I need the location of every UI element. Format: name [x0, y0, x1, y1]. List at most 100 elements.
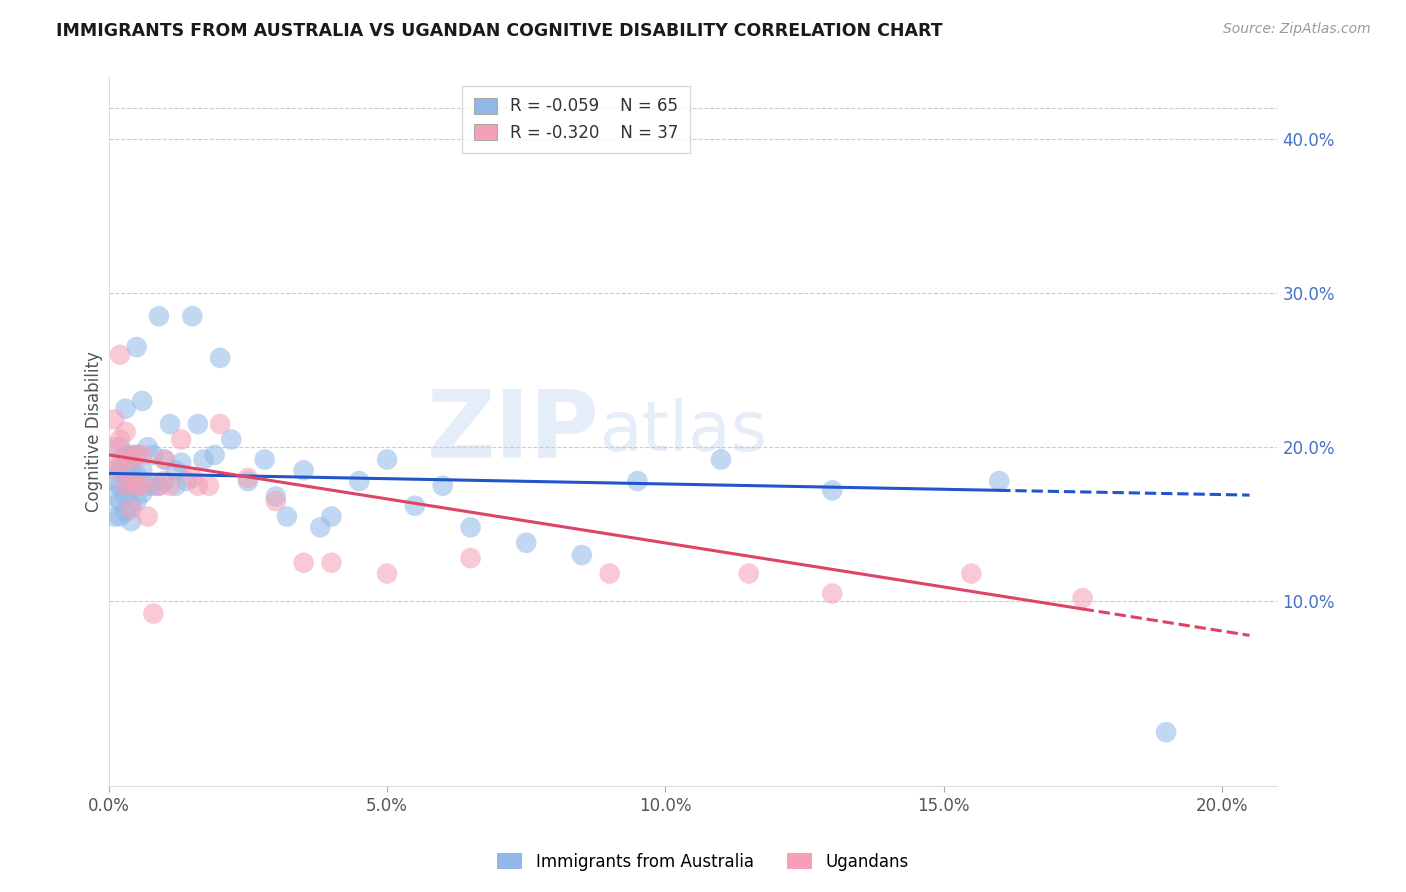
- Legend: Immigrants from Australia, Ugandans: Immigrants from Australia, Ugandans: [489, 845, 917, 880]
- Point: [187, 417, 209, 431]
- Point: [103, 509, 125, 524]
- Point: [170, 433, 193, 447]
- Point: [236, 471, 259, 485]
- Point: [125, 448, 148, 462]
- Point: [276, 509, 298, 524]
- Point: [131, 394, 153, 409]
- Point: [114, 401, 136, 416]
- Point: [204, 448, 226, 462]
- Point: [148, 479, 170, 493]
- Point: [125, 340, 148, 354]
- Point: [432, 479, 454, 493]
- Point: [170, 456, 193, 470]
- Point: [120, 499, 142, 513]
- Point: [125, 479, 148, 493]
- Point: [153, 474, 176, 488]
- Point: [108, 458, 131, 473]
- Point: [103, 463, 125, 477]
- Point: [187, 479, 209, 493]
- Point: [153, 452, 176, 467]
- Point: [599, 566, 621, 581]
- Point: [136, 440, 159, 454]
- Point: [125, 467, 148, 482]
- Point: [626, 474, 648, 488]
- Text: atlas: atlas: [599, 399, 768, 466]
- Point: [321, 556, 343, 570]
- Point: [209, 417, 232, 431]
- Point: [114, 463, 136, 477]
- Point: [159, 417, 181, 431]
- Point: [142, 448, 165, 462]
- Text: Source: ZipAtlas.com: Source: ZipAtlas.com: [1223, 22, 1371, 37]
- Point: [148, 310, 170, 324]
- Point: [165, 463, 187, 477]
- Point: [988, 474, 1011, 488]
- Point: [114, 505, 136, 519]
- Point: [1154, 725, 1177, 739]
- Point: [103, 490, 125, 504]
- Point: [309, 520, 332, 534]
- Point: [264, 494, 287, 508]
- Point: [108, 494, 131, 508]
- Point: [108, 509, 131, 524]
- Point: [108, 348, 131, 362]
- Point: [114, 425, 136, 439]
- Point: [181, 310, 204, 324]
- Point: [108, 479, 131, 493]
- Point: [120, 463, 142, 477]
- Point: [159, 479, 181, 493]
- Point: [236, 474, 259, 488]
- Text: IMMIGRANTS FROM AUSTRALIA VS UGANDAN COGNITIVE DISABILITY CORRELATION CHART: IMMIGRANTS FROM AUSTRALIA VS UGANDAN COG…: [56, 22, 943, 40]
- Point: [181, 471, 204, 485]
- Point: [108, 433, 131, 447]
- Point: [108, 463, 131, 477]
- Point: [292, 463, 315, 477]
- Point: [219, 433, 242, 447]
- Point: [1071, 591, 1094, 606]
- Point: [321, 509, 343, 524]
- Point: [375, 452, 398, 467]
- Point: [125, 448, 148, 462]
- Point: [198, 479, 221, 493]
- Point: [114, 448, 136, 462]
- Point: [253, 452, 276, 467]
- Legend: R = -0.059    N = 65, R = -0.320    N = 37: R = -0.059 N = 65, R = -0.320 N = 37: [463, 86, 690, 153]
- Point: [404, 499, 426, 513]
- Point: [515, 535, 537, 549]
- Point: [131, 463, 153, 477]
- Point: [131, 479, 153, 493]
- Point: [571, 548, 593, 562]
- Point: [821, 586, 844, 600]
- Point: [821, 483, 844, 498]
- Point: [142, 479, 165, 493]
- Point: [103, 474, 125, 488]
- Text: ZIP: ZIP: [427, 386, 599, 478]
- Point: [292, 556, 315, 570]
- Point: [103, 412, 125, 426]
- Point: [114, 479, 136, 493]
- Point: [120, 501, 142, 516]
- Point: [103, 456, 125, 470]
- Point: [460, 551, 482, 566]
- Point: [176, 474, 198, 488]
- Point: [349, 474, 371, 488]
- Point: [264, 490, 287, 504]
- Point: [165, 479, 187, 493]
- Point: [960, 566, 983, 581]
- Y-axis label: Cognitive Disability: Cognitive Disability: [86, 351, 103, 512]
- Point: [136, 479, 159, 493]
- Point: [114, 490, 136, 504]
- Point: [120, 452, 142, 467]
- Point: [136, 509, 159, 524]
- Point: [193, 452, 215, 467]
- Point: [131, 448, 153, 462]
- Point: [120, 514, 142, 528]
- Point: [142, 607, 165, 621]
- Point: [120, 448, 142, 462]
- Point: [103, 440, 125, 454]
- Point: [710, 452, 733, 467]
- Point: [209, 351, 232, 365]
- Point: [738, 566, 761, 581]
- Point: [120, 474, 142, 488]
- Point: [108, 440, 131, 454]
